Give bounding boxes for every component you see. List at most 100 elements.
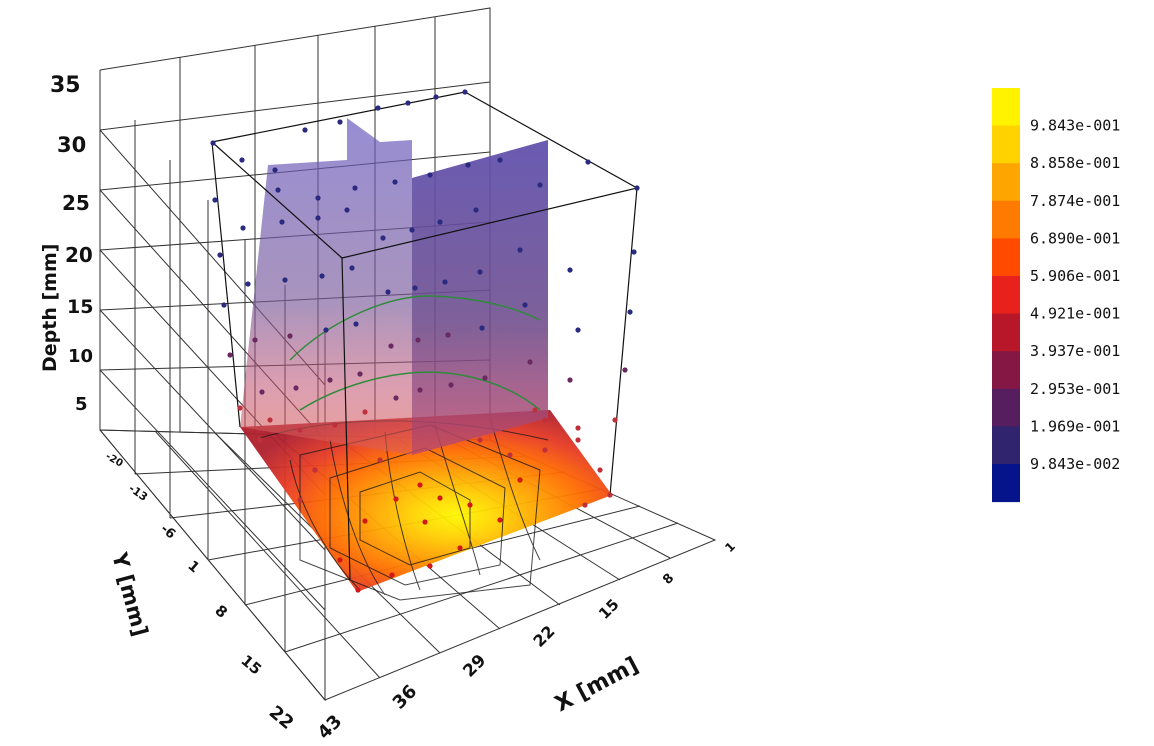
- legend-label: 6.890e-001: [1030, 229, 1120, 247]
- measurement-point: [542, 447, 548, 453]
- measurement-point: [277, 447, 283, 453]
- measurement-point: [575, 425, 581, 431]
- measurement-point: [537, 182, 543, 188]
- legend-swatch: [992, 426, 1020, 465]
- measurement-point: [393, 395, 399, 401]
- y-tick-1: 1: [184, 558, 202, 577]
- measurement-point: [567, 267, 573, 273]
- legend-swatch: [992, 200, 1020, 239]
- measurement-point: [457, 545, 463, 551]
- y-tick-22: 22: [265, 702, 298, 734]
- measurement-point: [327, 377, 333, 383]
- y-tick-15: 15: [237, 651, 265, 678]
- measurement-point: [257, 437, 263, 443]
- z-tick-35: 35: [50, 73, 81, 98]
- measurement-point: [282, 277, 288, 283]
- measurement-point: [417, 387, 423, 393]
- measurement-point: [389, 572, 395, 578]
- measurement-point: [302, 127, 308, 133]
- measurement-point: [465, 162, 471, 168]
- measurement-point: [405, 100, 411, 106]
- measurement-point: [319, 273, 325, 279]
- measurement-point: [212, 197, 218, 203]
- measurement-point: [442, 279, 448, 285]
- measurement-point: [227, 352, 233, 358]
- measurement-point: [427, 172, 433, 178]
- measurement-point: [337, 557, 343, 563]
- x-tick-22: 22: [529, 622, 558, 651]
- x-tick-1: 1: [722, 539, 738, 555]
- legend-swatch: [992, 125, 1020, 164]
- measurement-point: [517, 477, 523, 483]
- measurement-point: [479, 325, 485, 331]
- y-tick-8: 8: [211, 601, 231, 621]
- measurement-point: [597, 467, 603, 473]
- measurement-point: [409, 227, 415, 233]
- x-tick-29: 29: [459, 651, 490, 682]
- measurement-point: [297, 497, 303, 503]
- x-tick-8: 8: [660, 571, 677, 588]
- color-legend: 9.843e-001 8.858e-001 7.874e-001 6.890e-001…: [992, 88, 1120, 503]
- measurement-point: [377, 457, 383, 463]
- measurement-point: [437, 219, 443, 225]
- measurement-point: [355, 587, 361, 593]
- measurement-point: [532, 407, 538, 413]
- legend-swatch: [992, 313, 1020, 352]
- measurement-box: [211, 91, 638, 581]
- measurement-point: [437, 495, 443, 501]
- measurement-point: [240, 225, 246, 231]
- z-tick-15: 15: [67, 296, 93, 318]
- legend-swatch: [992, 276, 1020, 315]
- legend-swatch: [992, 238, 1020, 277]
- legend-swatch: [992, 88, 1020, 127]
- measurement-point: [337, 119, 343, 125]
- vertical-slice-planes: [240, 118, 548, 455]
- measurement-point: [275, 187, 281, 193]
- measurement-point: [417, 482, 423, 488]
- z-tick-20: 20: [65, 243, 93, 267]
- measurement-point: [312, 467, 318, 473]
- measurement-point: [344, 207, 350, 213]
- y-tick--20: -20: [104, 451, 125, 470]
- legend-label: 7.874e-001: [1030, 192, 1120, 210]
- measurement-point: [293, 385, 299, 391]
- measurement-point: [567, 377, 573, 383]
- measurement-point: [315, 195, 321, 201]
- measurement-point: [279, 219, 285, 225]
- measurement-point: [380, 235, 386, 241]
- z-tick-5: 5: [75, 394, 88, 415]
- measurement-point: [245, 281, 251, 287]
- legend-label: 2.953e-001: [1030, 380, 1120, 398]
- measurement-point: [259, 389, 265, 395]
- measurement-point: [507, 452, 513, 458]
- measurement-point: [448, 382, 454, 388]
- legend-label: 1.969e-001: [1030, 417, 1120, 435]
- x-axis-label: X [mm]: [551, 653, 643, 718]
- measurement-point: [323, 327, 329, 333]
- measurement-point: [388, 343, 394, 349]
- y-axis-label: Y [mm]: [107, 549, 153, 639]
- legend-label: 9.843e-001: [1030, 117, 1120, 135]
- measurement-point: [252, 337, 258, 343]
- measurement-point: [375, 105, 381, 111]
- measurement-point: [522, 302, 528, 308]
- measurement-point: [445, 332, 451, 338]
- measurement-point: [427, 563, 433, 569]
- y-tick--6: -6: [157, 522, 178, 543]
- z-tick-30: 30: [57, 133, 86, 157]
- legend-label: 5.906e-001: [1030, 267, 1120, 285]
- measurement-point: [627, 309, 633, 315]
- measurement-point: [607, 492, 613, 498]
- measurement-point: [575, 327, 581, 333]
- measurement-point: [357, 371, 363, 377]
- measurement-point: [315, 215, 321, 221]
- measurement-point: [585, 159, 591, 165]
- x-tick-43: 43: [314, 711, 347, 744]
- measurement-point: [482, 375, 488, 381]
- measurement-point: [473, 207, 479, 213]
- measurement-point: [385, 289, 391, 295]
- measurement-point: [497, 157, 503, 163]
- measurement-point: [477, 269, 483, 275]
- measurement-point: [362, 409, 368, 415]
